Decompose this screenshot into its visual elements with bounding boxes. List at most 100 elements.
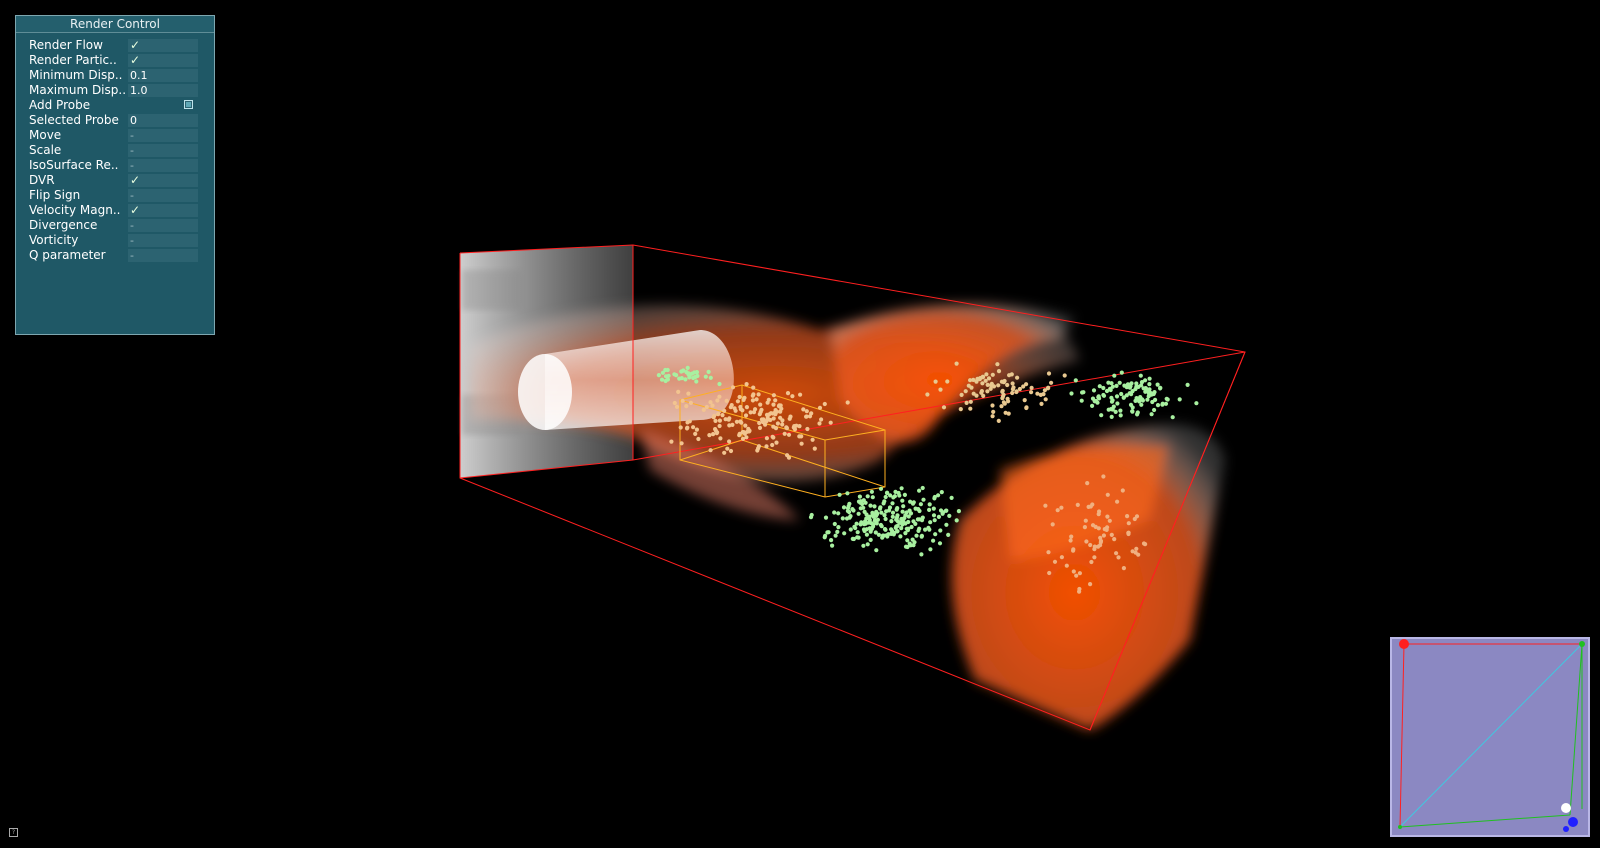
particle — [829, 538, 834, 543]
particle — [780, 422, 785, 427]
particle — [851, 536, 857, 542]
row-render-flow[interactable]: Render Flow ✓ — [16, 38, 214, 53]
particle — [768, 417, 773, 423]
axis-x-handle[interactable] — [1399, 639, 1409, 649]
axis-z-handle[interactable] — [1568, 817, 1578, 827]
row-q-parameter[interactable]: Q parameter - — [16, 248, 214, 263]
row-selected-probe[interactable]: Selected Probe 0 — [16, 113, 214, 128]
particle — [1043, 503, 1048, 508]
particle — [1119, 391, 1124, 397]
particle — [990, 403, 995, 408]
particle — [695, 373, 700, 379]
particle — [1090, 403, 1095, 408]
scale-toggle[interactable]: - — [128, 144, 198, 157]
particle — [985, 389, 990, 394]
particle — [1101, 392, 1106, 398]
check-icon[interactable]: ✓ — [128, 174, 198, 187]
particle — [864, 516, 869, 521]
divergence-toggle[interactable]: - — [128, 219, 198, 232]
particle — [1139, 402, 1144, 407]
particle — [1077, 589, 1082, 594]
particle — [830, 543, 835, 548]
help-icon[interactable]: ? — [9, 828, 18, 837]
maximum-displacement-input[interactable]: 1.0 — [128, 84, 198, 97]
particle — [713, 418, 718, 423]
row-isosurface[interactable]: IsoSurface Re.. - — [16, 158, 214, 173]
flip-sign-toggle[interactable]: - — [128, 189, 198, 202]
particle — [704, 404, 709, 410]
particle — [823, 515, 829, 520]
particle — [805, 426, 810, 432]
particle — [945, 379, 950, 384]
particle — [855, 535, 860, 540]
particle — [1092, 547, 1097, 552]
particle — [1071, 569, 1076, 574]
add-probe-button[interactable] — [184, 100, 193, 109]
particle — [1105, 514, 1110, 519]
axis-origin-marker — [1398, 825, 1402, 829]
row-label: Render Partic.. — [29, 53, 117, 67]
particle — [906, 519, 911, 525]
origin-handle[interactable] — [1561, 803, 1571, 813]
row-scale[interactable]: Scale - — [16, 143, 214, 158]
particle — [1059, 505, 1064, 510]
orientation-widget[interactable] — [1390, 637, 1590, 837]
check-icon[interactable]: ✓ — [128, 204, 198, 217]
row-divergence[interactable]: Divergence - — [16, 218, 214, 233]
row-render-particles[interactable]: Render Partic.. ✓ — [16, 53, 214, 68]
particle — [1134, 514, 1140, 519]
axis-y-handle[interactable] — [1579, 641, 1585, 647]
particle — [835, 529, 840, 535]
particle — [1098, 535, 1103, 541]
particle — [1075, 502, 1080, 507]
particle — [812, 446, 817, 451]
particle — [706, 369, 711, 374]
particle — [1039, 401, 1044, 406]
particle — [1177, 397, 1182, 402]
particle — [878, 486, 884, 491]
row-maximum-displacement[interactable]: Maximum Disp.. 1.0 — [16, 83, 214, 98]
particle — [804, 409, 809, 414]
particle — [958, 407, 963, 412]
row-velocity-magnitude[interactable]: Velocity Magn.. ✓ — [16, 203, 214, 218]
row-vorticity[interactable]: Vorticity - — [16, 233, 214, 248]
check-icon[interactable]: ✓ — [128, 54, 198, 67]
particle — [740, 436, 746, 441]
row-move[interactable]: Move - — [16, 128, 214, 143]
check-icon[interactable]: ✓ — [128, 39, 198, 52]
particle — [772, 410, 777, 416]
particle — [856, 511, 861, 516]
row-label: Scale — [29, 143, 62, 157]
row-label: Flip Sign — [29, 188, 81, 202]
particle — [822, 535, 827, 540]
particle — [1133, 386, 1138, 392]
particle — [986, 376, 992, 381]
particle — [936, 514, 942, 520]
particle — [727, 423, 732, 428]
particle — [810, 437, 815, 442]
particle — [715, 398, 720, 403]
particle — [1170, 415, 1175, 420]
particle — [923, 527, 928, 532]
move-toggle[interactable]: - — [128, 129, 198, 142]
row-flip-sign[interactable]: Flip Sign - — [16, 188, 214, 203]
minimum-displacement-input[interactable]: 0.1 — [128, 69, 198, 82]
selected-probe-input[interactable]: 0 — [128, 114, 198, 127]
row-minimum-displacement[interactable]: Minimum Disp.. 0.1 — [16, 68, 214, 83]
particle — [773, 398, 778, 403]
particle — [1109, 395, 1114, 400]
q-parameter-toggle[interactable]: - — [128, 249, 198, 262]
particle — [895, 523, 900, 529]
particle — [1194, 401, 1199, 406]
isosurface-toggle[interactable]: - — [128, 159, 198, 172]
particle — [765, 400, 770, 405]
particle — [711, 415, 716, 420]
row-dvr[interactable]: DVR ✓ — [16, 173, 214, 188]
row-add-probe[interactable]: Add Probe — [16, 98, 214, 113]
particle — [968, 378, 973, 383]
particle — [919, 552, 924, 557]
particle — [898, 534, 903, 539]
vorticity-toggle[interactable]: - — [128, 234, 198, 247]
